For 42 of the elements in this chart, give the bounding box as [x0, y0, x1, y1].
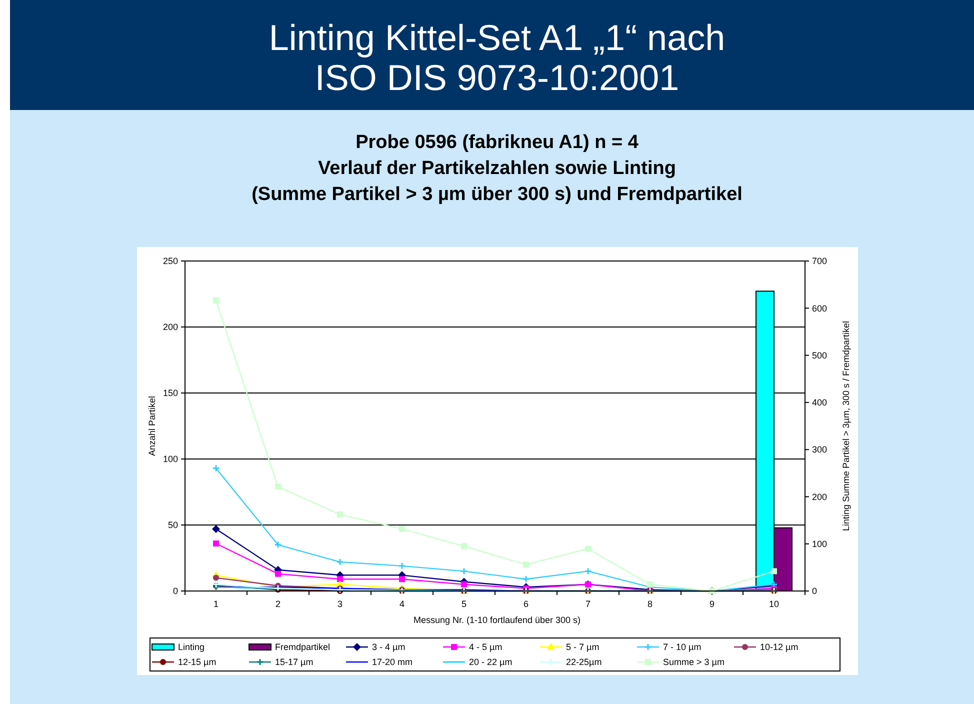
x-tick-label: 6 [523, 599, 529, 609]
y-tick-label: 200 [162, 322, 178, 332]
legend-label: Summe > 3 µm [663, 657, 724, 668]
legend-label: 7 - 10 µm [663, 642, 702, 652]
x-tick-label: 2 [275, 599, 281, 609]
legend-label: 5 - 7 µm [566, 642, 600, 652]
x-axis-title: Messung Nr. (1-10 fortlaufend über 300 s) [413, 615, 581, 625]
legend-label: 15-17 µm [275, 657, 314, 668]
x-tick-label: 7 [585, 599, 591, 609]
legend-label: 22-25µm [566, 657, 602, 668]
y-tick-label: 100 [162, 454, 178, 464]
legend-label: 20 - 22 µm [469, 657, 512, 668]
y2-tick-label: 700 [812, 256, 828, 266]
legend-label: 10-12 µm [760, 642, 798, 652]
y2-tick-label: 200 [812, 492, 828, 502]
x-tick-label: 8 [647, 599, 653, 609]
y2-tick-label: 600 [812, 303, 828, 314]
y-tick-label: 50 [168, 520, 178, 530]
chart-subtitle: Probe 0596 (fabrikneu A1) n = 4 Verlauf der Partikelzahlen sowie Linting (Summe Partikel > 3 µm über 300 s) und Fremdpartikel [252, 132, 742, 205]
legend-label: 3 - 4 µm [372, 642, 406, 652]
legend-label: 12-15 µm [178, 657, 216, 668]
x-tick-label: 5 [461, 599, 467, 609]
y-tick-label: 150 [162, 388, 178, 398]
x-tick-label: 4 [399, 599, 405, 609]
chart-title: Linting Kittel-Set A1 „1“ nach ISO DIS 9073-10:2001 [268, 17, 726, 98]
x-tick-label: 10 [768, 599, 780, 609]
x-tick-label: 1 [213, 599, 219, 609]
legend-label: 4 - 5 µm [469, 642, 502, 652]
y-tick-label: 250 [162, 256, 178, 266]
legend-label: Fremdpartikel [275, 642, 330, 652]
y2-tick-label: 300 [812, 444, 828, 455]
y2-axis-title: Linting Summe Partikel > 3µm, 300 s / Fremdpartikel [841, 320, 851, 532]
x-tick-label: 9 [709, 599, 715, 609]
y-axis-title: Anzahl Partikel [147, 396, 157, 456]
y2-tick-label: 100 [812, 539, 828, 550]
legend-label: 17-20 mm [372, 657, 413, 668]
legend-label: Linting [178, 642, 205, 652]
y2-tick-label: 0 [812, 586, 818, 596]
y2-tick-label: 500 [812, 350, 828, 360]
y-tick-label: 0 [172, 586, 178, 596]
x-tick-label: 3 [337, 599, 343, 609]
y2-tick-label: 400 [812, 398, 828, 408]
